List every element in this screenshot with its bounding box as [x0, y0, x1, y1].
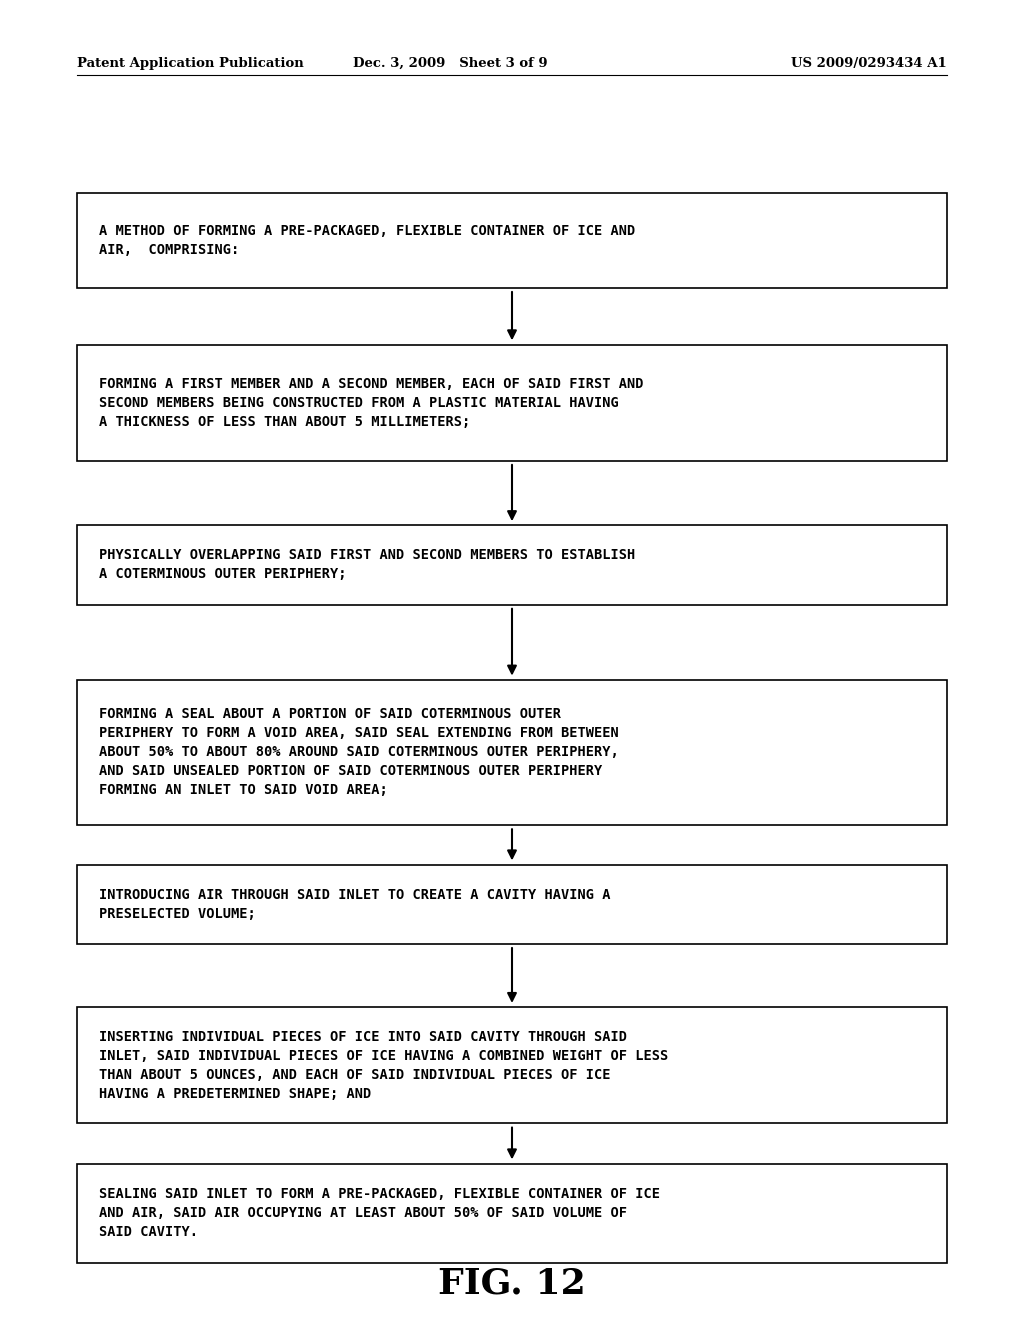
Text: A METHOD OF FORMING A PRE-PACKAGED, FLEXIBLE CONTAINER OF ICE AND
AIR,  COMPRISI: A METHOD OF FORMING A PRE-PACKAGED, FLEX… [99, 224, 636, 256]
Text: FORMING A SEAL ABOUT A PORTION OF SAID COTERMINOUS OUTER
PERIPHERY TO FORM A VOI: FORMING A SEAL ABOUT A PORTION OF SAID C… [99, 708, 620, 797]
Text: FORMING A FIRST MEMBER AND A SECOND MEMBER, EACH OF SAID FIRST AND
SECOND MEMBER: FORMING A FIRST MEMBER AND A SECOND MEMB… [99, 376, 644, 429]
Text: Patent Application Publication: Patent Application Publication [77, 57, 303, 70]
Text: SEALING SAID INLET TO FORM A PRE-PACKAGED, FLEXIBLE CONTAINER OF ICE
AND AIR, SA: SEALING SAID INLET TO FORM A PRE-PACKAGE… [99, 1187, 660, 1239]
Text: INSERTING INDIVIDUAL PIECES OF ICE INTO SAID CAVITY THROUGH SAID
INLET, SAID IND: INSERTING INDIVIDUAL PIECES OF ICE INTO … [99, 1030, 669, 1101]
Text: INTRODUCING AIR THROUGH SAID INLET TO CREATE A CAVITY HAVING A
PRESELECTED VOLUM: INTRODUCING AIR THROUGH SAID INLET TO CR… [99, 888, 611, 920]
Text: FIG. 12: FIG. 12 [438, 1266, 586, 1300]
Text: US 2009/0293434 A1: US 2009/0293434 A1 [792, 57, 947, 70]
FancyBboxPatch shape [77, 193, 947, 288]
FancyBboxPatch shape [77, 1164, 947, 1262]
Text: PHYSICALLY OVERLAPPING SAID FIRST AND SECOND MEMBERS TO ESTABLISH
A COTERMINOUS : PHYSICALLY OVERLAPPING SAID FIRST AND SE… [99, 549, 636, 581]
FancyBboxPatch shape [77, 345, 947, 461]
FancyBboxPatch shape [77, 1007, 947, 1123]
FancyBboxPatch shape [77, 680, 947, 825]
Text: Dec. 3, 2009   Sheet 3 of 9: Dec. 3, 2009 Sheet 3 of 9 [353, 57, 548, 70]
FancyBboxPatch shape [77, 865, 947, 944]
FancyBboxPatch shape [77, 525, 947, 605]
